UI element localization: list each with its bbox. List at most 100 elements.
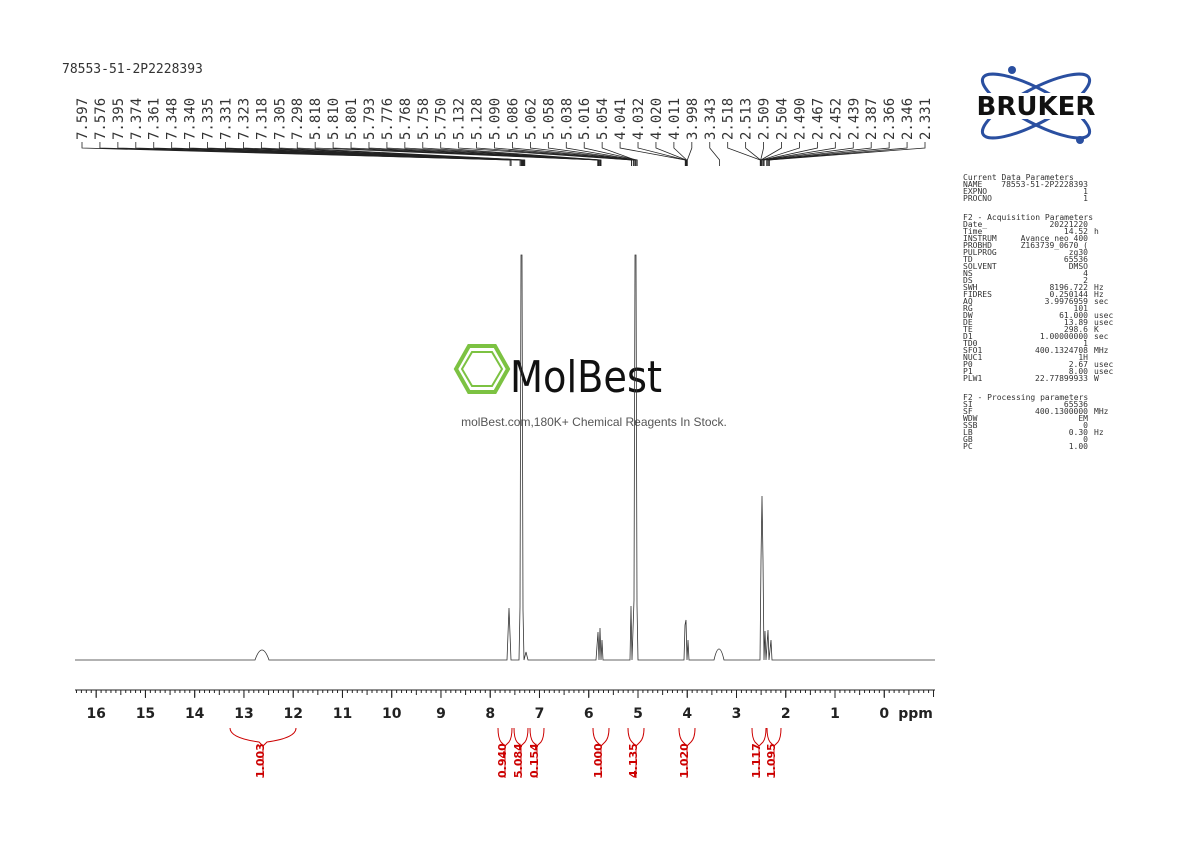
param-unit: sec	[1094, 332, 1109, 341]
x-tick-label: 8	[485, 706, 495, 722]
bruker-logo: BRUKER	[958, 66, 1116, 144]
peak-connector	[99, 142, 512, 166]
peak-connector	[637, 142, 687, 166]
peak-connector	[260, 142, 525, 166]
peak-connector	[404, 142, 601, 166]
param-unit: usec	[1094, 311, 1113, 320]
peak-connector	[766, 142, 872, 166]
logo-text: BRUKER	[977, 92, 1096, 122]
param-value: 8.00	[1069, 367, 1088, 376]
param-key: Time	[963, 227, 982, 236]
param-value: 0	[1083, 435, 1088, 444]
x-tick-label: 4	[682, 706, 692, 722]
param-key: SI	[963, 400, 973, 409]
x-tick-label: 10	[382, 706, 402, 722]
param-unit: MHz	[1094, 346, 1109, 355]
param-unit: sec	[1094, 297, 1109, 306]
peak-label: 4.041	[613, 98, 629, 140]
x-tick-label: 9	[436, 706, 446, 722]
peak-connector	[763, 142, 854, 166]
peak-label: 7.361	[147, 98, 163, 140]
param-unit: usec	[1094, 367, 1113, 376]
peak-label: 5.062	[523, 98, 539, 140]
peak-connector	[768, 142, 908, 166]
param-key: DE	[963, 318, 973, 327]
param-value: 400.1300000	[1035, 407, 1088, 416]
integral-label: 1.000	[592, 743, 605, 778]
watermark-brand: MolBest	[510, 352, 662, 403]
param-value: 22.77899933	[1035, 374, 1088, 383]
param-value: Z163739_0670 (	[1021, 241, 1088, 250]
peak-connector	[762, 142, 818, 166]
x-tick-label: 12	[283, 706, 302, 722]
param-value: 13.89	[1064, 318, 1088, 327]
x-tick-label: 14	[185, 706, 205, 722]
param-key: PROCNO	[963, 194, 992, 203]
peak-label: 7.331	[218, 98, 234, 140]
peak-label: 2.509	[757, 98, 773, 140]
integral-label: 1.020	[678, 743, 691, 778]
x-tick-label: 1	[830, 706, 840, 722]
peak-connector	[440, 142, 602, 166]
param-value: 20221220	[1049, 220, 1088, 229]
param-value: 101	[1074, 304, 1089, 313]
param-value: 3.9976959	[1045, 297, 1089, 306]
peak-connector	[512, 142, 635, 166]
integral-label: 4.135	[627, 743, 640, 778]
peak-label: 2.513	[739, 98, 755, 140]
peak-label: 5.768	[398, 98, 414, 140]
param-key: WDW	[963, 414, 978, 423]
param-value: 65536	[1064, 400, 1088, 409]
param-value: 14.52	[1064, 227, 1088, 236]
param-value: 298.6	[1064, 325, 1088, 334]
x-tick-label: 13	[234, 706, 253, 722]
param-value: 1.00000000	[1040, 332, 1088, 341]
param-key: P1	[963, 367, 973, 376]
param-unit: usec	[1094, 360, 1113, 369]
x-tick-label: 0	[879, 706, 889, 722]
param-value: 0.30	[1069, 428, 1088, 437]
peak-connector	[763, 142, 836, 166]
watermark: MolBest molBest.com,180K+ Chemical Reage…	[453, 344, 727, 429]
x-tick-label: 3	[732, 706, 742, 722]
param-key: PLW1	[963, 374, 982, 383]
param-unit: usec	[1094, 318, 1113, 327]
x-tick-label: 11	[333, 706, 352, 722]
param-value: 0	[1083, 421, 1088, 430]
peak-label: 7.348	[165, 98, 181, 140]
peak-label: 4.011	[667, 98, 683, 140]
peak-label: 7.340	[183, 98, 199, 140]
peak-label: 3.343	[703, 98, 719, 140]
param-key: P0	[963, 360, 973, 369]
peak-connector	[583, 142, 638, 166]
param-unit: W	[1094, 374, 1099, 383]
param-value: 8196.722	[1049, 283, 1088, 292]
axis-unit: ppm	[898, 706, 933, 722]
param-key: AQ	[963, 297, 973, 306]
peak-label: 4.020	[649, 98, 665, 140]
peak-label: 2.518	[721, 98, 737, 140]
peak-label: 5.793	[362, 98, 378, 140]
param-value: 1.00	[1069, 442, 1088, 451]
param-key: DW	[963, 311, 973, 320]
integral-label: 1.095	[765, 743, 778, 778]
peak-label: 7.323	[236, 98, 252, 140]
param-key: Date_	[963, 220, 987, 229]
peak-label: 7.305	[272, 98, 288, 140]
param-key: EXPNO	[963, 187, 987, 196]
peak-label: 2.331	[918, 98, 934, 140]
peak-label: 5.086	[505, 98, 521, 140]
param-key: NAME	[963, 180, 982, 189]
param-value: 0.250144	[1049, 290, 1088, 299]
param-value: 61.000	[1059, 311, 1088, 320]
peak-label: 5.801	[344, 98, 360, 140]
param-unit: MHz	[1094, 407, 1109, 416]
param-key: DS	[963, 276, 973, 285]
peak-connector	[619, 142, 686, 166]
spectrum-trace	[75, 254, 935, 661]
peak-label: 7.335	[201, 98, 217, 140]
param-key: SFO1	[963, 346, 982, 355]
peak-connector	[686, 142, 693, 166]
param-value: zg30	[1069, 248, 1088, 257]
param-value: 1	[1083, 339, 1088, 348]
